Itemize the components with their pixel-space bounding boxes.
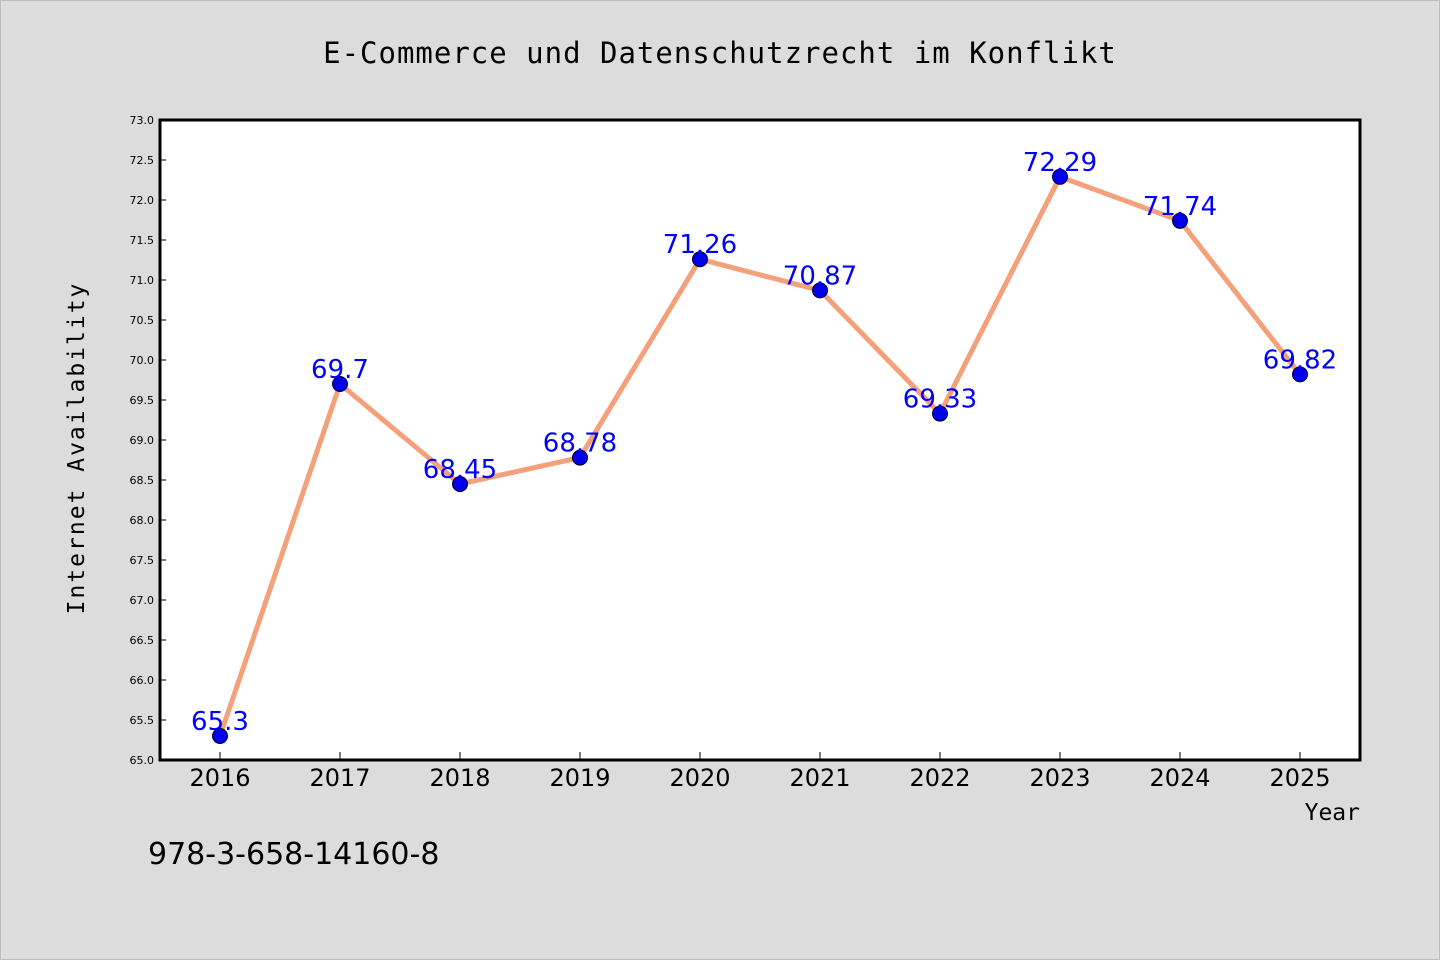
- data-point-marker: [1052, 168, 1068, 185]
- y-tick-label: 69.5: [130, 394, 155, 407]
- data-label: 69.7: [311, 355, 369, 385]
- data-label: 68.78: [543, 429, 617, 459]
- plot-area: [158, 118, 1362, 762]
- x-tick-label: 2016: [189, 764, 250, 792]
- data-label: 69.82: [1263, 345, 1337, 375]
- series-group: [212, 168, 1308, 744]
- data-label: 70.87: [783, 261, 857, 291]
- data-label: 65.3: [191, 707, 249, 737]
- x-axis-label: Year: [1305, 800, 1360, 826]
- x-tick-label: 2020: [669, 764, 730, 792]
- x-tick-label: 2022: [909, 764, 970, 792]
- x-tick-label: 2023: [1029, 764, 1090, 792]
- data-point-marker: [572, 449, 588, 466]
- data-point-marker: [692, 251, 708, 268]
- data-label: 71.26: [663, 230, 737, 260]
- y-tick-label: 69.0: [130, 434, 155, 447]
- y-axis: 65.0 65.5 66.0 66.5 67.0 67.5 68.0 68.5 69.0 69.5…: [130, 114, 166, 767]
- y-tick-label: 66.5: [130, 634, 155, 647]
- y-tick-label: 68.0: [130, 514, 155, 527]
- isbn-text: 978-3-658-14160-8: [148, 837, 439, 872]
- data-labels: 65.3 69.7 68.45 68.78 71.26 70.87 69.33 72.29 71…: [191, 148, 1337, 737]
- data-label: 68.45: [423, 455, 497, 485]
- y-tick-label: 70.0: [130, 354, 155, 367]
- y-tick-label: 65.0: [130, 754, 155, 767]
- y-tick-label: 73.0: [130, 114, 155, 127]
- data-point-marker: [812, 282, 828, 299]
- data-point-marker: [332, 376, 348, 392]
- x-tick-label: 2018: [429, 764, 490, 792]
- data-point-marker: [452, 476, 468, 492]
- y-tick-label: 72.0: [130, 194, 155, 207]
- x-tick-label: 2021: [789, 764, 850, 792]
- data-label: 69.33: [903, 385, 977, 415]
- x-tick-label: 2024: [1149, 764, 1210, 792]
- y-tick-label: 68.5: [130, 474, 155, 487]
- x-tick-label: 2025: [1269, 764, 1330, 792]
- data-point-marker: [212, 728, 228, 744]
- x-axis: 2016 2017 2018 2019 2020 2021 2022 2023 2024 2025: [189, 752, 1331, 792]
- data-label: 72.29: [1023, 148, 1097, 178]
- y-tick-label: 65.5: [130, 714, 155, 727]
- y-tick-label: 66.0: [130, 674, 155, 687]
- series-line: [217, 174, 1303, 739]
- y-tick-label: 67.0: [130, 594, 155, 607]
- data-label: 71.74: [1143, 192, 1217, 222]
- chart-title: E-Commerce und Datenschutzrecht im Konfl…: [323, 36, 1117, 70]
- data-point-marker: [932, 405, 948, 422]
- y-axis-label: Internet Availability: [64, 282, 90, 615]
- data-point-marker: [1292, 366, 1308, 383]
- data-point-marker: [1172, 212, 1188, 229]
- y-tick-label: 71.0: [130, 274, 155, 287]
- y-tick-label: 71.5: [130, 234, 155, 247]
- y-tick-label: 70.5: [130, 314, 155, 327]
- x-tick-label: 2019: [549, 764, 610, 792]
- y-tick-label: 72.5: [130, 154, 155, 167]
- x-tick-label: 2017: [309, 764, 370, 792]
- y-tick-label: 67.5: [130, 554, 155, 567]
